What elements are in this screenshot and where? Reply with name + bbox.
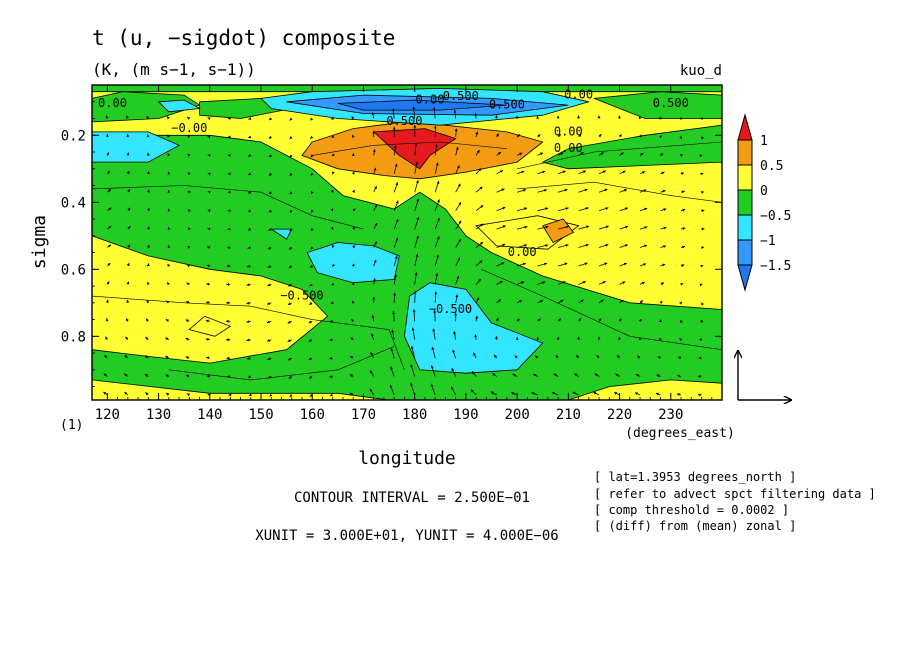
y-tick-label: 0.8: [61, 329, 86, 345]
x-tick-label: 140: [197, 407, 222, 423]
colorbar-label: 1: [760, 134, 768, 149]
y-extra-label: (1): [60, 418, 83, 433]
colorbar-label: −0.5: [760, 209, 791, 224]
x-tick-label: 190: [453, 407, 478, 423]
contour-label: 0.00: [554, 141, 583, 155]
contour-interval-text: CONTOUR INTERVAL = 2.500E−01: [294, 490, 530, 506]
contour-label: 0.00: [98, 96, 127, 110]
x-units-label: (degrees_east): [625, 426, 735, 441]
x-tick-label: 220: [607, 407, 632, 423]
run-label: kuo_d: [680, 63, 722, 79]
colorbar-top-triangle: [738, 115, 752, 140]
contour-label: 0.500: [443, 89, 479, 103]
x-tick-label: 170: [351, 407, 376, 423]
colorbar: 1 0.5 0 −0.5 −1 −1.5: [738, 115, 791, 290]
y-tick-label: 0.2: [61, 128, 86, 144]
x-tick-label: 210: [556, 407, 581, 423]
x-tick-label: 150: [248, 407, 273, 423]
contour-label: 0.500: [653, 96, 689, 110]
reference-vector: [738, 350, 792, 400]
y-axis-label: sigma: [29, 215, 50, 269]
colorbar-bottom-triangle: [738, 265, 752, 290]
colorbar-segment: [738, 190, 752, 215]
x-tick-label: 120: [95, 407, 120, 423]
contour-label: 0.500: [489, 98, 525, 112]
colorbar-segment: [738, 140, 752, 165]
x-axis-label: longitude: [358, 448, 456, 469]
note-line-3: [ comp threshold = 0.0002 ]: [594, 503, 789, 517]
x-tick-label: 160: [300, 407, 325, 423]
contour-label: 0.00: [554, 124, 583, 138]
y-tick-label: 0.4: [61, 195, 86, 211]
contour-label: −0.500: [280, 289, 323, 303]
x-tick-label: 200: [504, 407, 529, 423]
contour-label: 0.500: [386, 114, 422, 128]
colorbar-segment: [738, 165, 752, 190]
contour-label: 0.00: [416, 92, 445, 106]
colorbar-label: −1: [760, 234, 776, 249]
note-line-1: [ lat=1.3953 degrees_north ]: [594, 470, 796, 484]
unit-text: XUNIT = 3.000E+01, YUNIT = 4.000E−06: [255, 528, 558, 544]
x-tick-label: 230: [658, 407, 683, 423]
note-line-2: [ refer to advect spct filtering data ]: [594, 487, 876, 501]
x-tick-label: 180: [402, 407, 427, 423]
contour-label: 0.00: [508, 245, 537, 259]
colorbar-label: 0.5: [760, 159, 783, 174]
colorbar-segment: [738, 240, 752, 265]
contour-label: −0.00: [171, 121, 207, 135]
colorbar-label: −1.5: [760, 259, 791, 274]
chart-subtitle: (K, (m s−1, s−1)): [92, 60, 256, 79]
x-tick-label: 130: [146, 407, 171, 423]
colorbar-segment: [738, 215, 752, 240]
colorbar-label: 0: [760, 184, 768, 199]
contour-label: −0.500: [429, 302, 472, 316]
chart-title: t (u, −sigdot) composite: [92, 26, 395, 50]
note-line-4: [ (diff) from (mean) zonal ]: [594, 519, 796, 533]
y-tick-label: 0.6: [61, 262, 86, 278]
